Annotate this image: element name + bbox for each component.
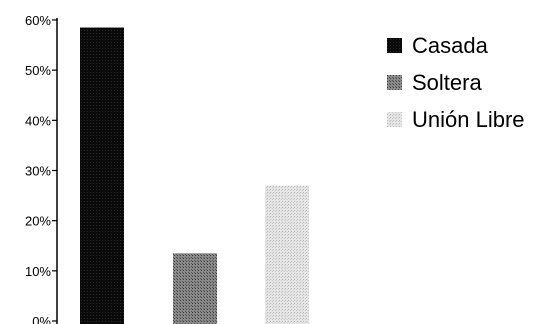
legend: Casada Soltera Unión Libre — [387, 33, 525, 132]
y-tick-label: 0% — [32, 314, 51, 324]
legend-label: Unión Libre — [412, 107, 525, 132]
legend-swatch — [387, 112, 402, 127]
bar-casada — [80, 27, 124, 324]
y-tick-label: 40% — [25, 113, 51, 128]
bars-group — [80, 27, 309, 324]
y-tick-label: 30% — [25, 164, 51, 179]
y-tick-label: 50% — [25, 63, 51, 78]
y-tick-label: 10% — [25, 264, 51, 279]
legend-swatch — [387, 38, 402, 53]
y-tick-label: 60% — [25, 13, 51, 28]
legend-label: Soltera — [412, 70, 482, 95]
y-tick-label: 20% — [25, 214, 51, 229]
legend-swatch — [387, 75, 402, 90]
bar-soltera — [173, 253, 217, 324]
legend-label: Casada — [412, 33, 489, 58]
y-axis-group: 0% 10% 20% 30% 40% 50% 60% — [25, 13, 58, 324]
bar-uni-n-libre — [265, 185, 309, 324]
